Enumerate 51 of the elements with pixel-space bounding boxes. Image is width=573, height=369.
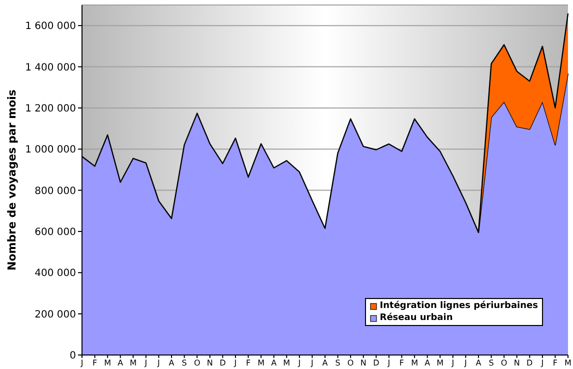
y-tick-label: 1 400 000 — [25, 62, 76, 74]
x-tick-label: O — [347, 358, 354, 368]
y-tick-label: 800 000 — [34, 186, 76, 197]
x-tick-label: N — [514, 358, 520, 368]
x-tick-label: S — [488, 358, 494, 368]
x-tick-label: M — [564, 358, 572, 368]
x-tick-label: S — [182, 358, 187, 368]
legend-label: Intégration lignes périurbaines — [380, 300, 538, 312]
x-tick-label: J — [233, 358, 237, 368]
x-tick-label: A — [322, 358, 328, 368]
y-tick-label: 1 200 000 — [25, 103, 76, 114]
x-tick-label: A — [271, 358, 278, 368]
x-tick-label: J — [386, 358, 390, 368]
x-tick-label: D — [373, 358, 380, 368]
x-tick-label: J — [144, 358, 148, 368]
x-tick-label: M — [130, 358, 137, 368]
x-tick-label: J — [464, 358, 467, 368]
x-tick-label: J — [540, 358, 544, 368]
x-tick-label: D — [220, 358, 226, 368]
x-tick-label: N — [360, 358, 366, 368]
y-tick-label: 1 600 000 — [25, 21, 76, 32]
x-tick-label: A — [424, 358, 431, 368]
x-tick-label: D — [526, 358, 533, 368]
x-tick-label: M — [436, 358, 444, 368]
x-tick-label: J — [80, 358, 84, 368]
x-tick-label: F — [246, 358, 251, 368]
legend-label: Réseau urbain — [380, 312, 453, 324]
x-tick-label: J — [310, 358, 314, 368]
x-tick-label: F — [92, 358, 98, 368]
x-tick-label: N — [206, 358, 213, 368]
x-tick-label: M — [104, 358, 112, 368]
y-tick-label: 400 000 — [34, 268, 76, 280]
x-tick-label: O — [500, 358, 508, 368]
x-tick-label: A — [476, 358, 482, 368]
x-tick-label: M — [411, 358, 418, 368]
x-tick-label: F — [552, 358, 558, 368]
y-tick-label: 1 000 000 — [25, 144, 76, 156]
x-tick-label: J — [450, 358, 454, 368]
x-tick-label: J — [156, 358, 160, 368]
x-tick-label: A — [118, 358, 124, 368]
y-tick-label: 200 000 — [34, 309, 76, 320]
y-tick-label: 0 — [70, 350, 76, 362]
x-tick-label: F — [399, 358, 404, 368]
x-tick-label: O — [194, 358, 200, 368]
x-tick-label: M — [258, 358, 265, 368]
y-axis-title: Nombre de voyages par mois — [6, 89, 18, 270]
x-tick-label: J — [297, 358, 301, 368]
x-tick-label: S — [335, 358, 340, 368]
y-tick-label: 600 000 — [34, 227, 76, 238]
x-tick-label: M — [283, 358, 290, 368]
x-tick-label: A — [168, 358, 175, 368]
